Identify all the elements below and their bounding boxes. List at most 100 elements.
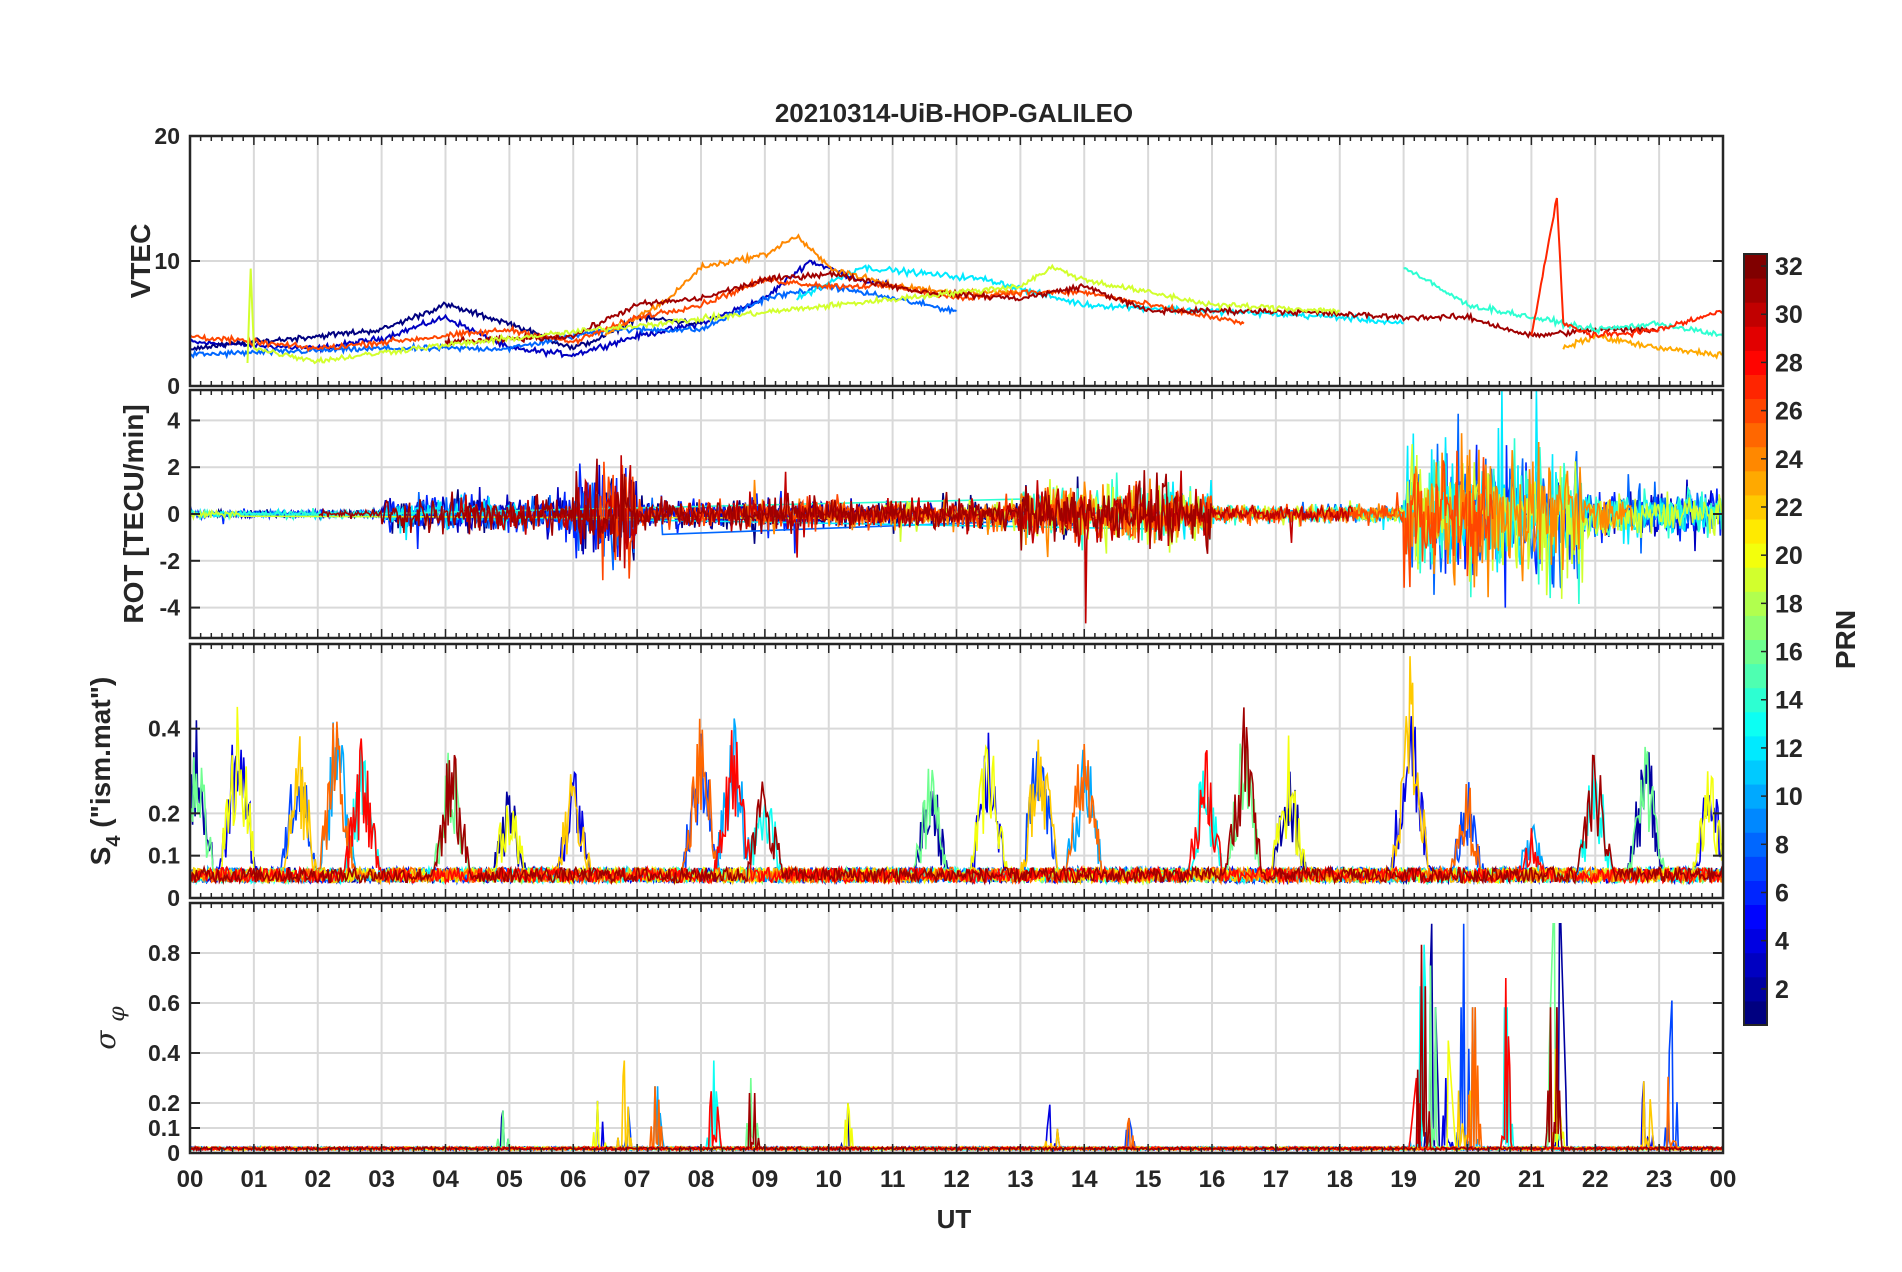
y-tick-label: 0.1	[148, 1115, 180, 1141]
colorbar-segment	[1744, 591, 1767, 616]
y-axis-label: ROT [TECU/min]	[118, 404, 149, 623]
chart-title: 20210314-UiB-HOP-GALILEO	[775, 98, 1133, 128]
x-tick-label: 17	[1263, 1166, 1290, 1193]
colorbar-segment	[1744, 398, 1767, 424]
colorbar-tick-label: 24	[1775, 446, 1803, 474]
colorbar-segment	[1744, 519, 1767, 544]
x-tick-label: 13	[1007, 1166, 1034, 1193]
colorbar-segment	[1744, 976, 1767, 1002]
colorbar-segment	[1744, 350, 1767, 375]
y-tick-label: 0	[167, 373, 180, 399]
colorbar-segment	[1744, 254, 1767, 279]
x-tick-label: 09	[752, 1166, 779, 1193]
y-tick-label: 0.2	[148, 1090, 180, 1116]
colorbar-segment	[1744, 278, 1767, 303]
colorbar-tick-label: 6	[1775, 879, 1789, 907]
x-tick-label: 23	[1646, 1166, 1673, 1193]
y-axis-label: VTEC	[125, 224, 156, 299]
colorbar-tick-label: 12	[1775, 735, 1803, 763]
colorbar-frame	[1743, 253, 1768, 1026]
colorbar-tick-label: 2	[1775, 976, 1789, 1004]
y-tick-label: 10	[154, 248, 180, 274]
y-tick-label: 0.4	[148, 1040, 180, 1066]
colorbar-tick-label: 4	[1775, 928, 1789, 956]
vtec-series-prn-26	[190, 276, 1245, 353]
colorbar-tick-label: 28	[1775, 349, 1803, 377]
colorbar-segment	[1744, 928, 1767, 954]
colorbar-segment	[1744, 639, 1767, 665]
x-tick-label: 12	[943, 1166, 970, 1193]
x-tick-label: 06	[560, 1166, 587, 1193]
colorbar-segment	[1744, 446, 1767, 472]
y-tick-label: 0	[167, 885, 180, 911]
colorbar-segment	[1744, 735, 1767, 761]
colorbar-segment	[1744, 470, 1767, 496]
colorbar-segment	[1744, 302, 1767, 327]
x-tick-label: 19	[1390, 1166, 1417, 1193]
y-tick-label: 2	[167, 454, 180, 480]
colorbar-segment	[1744, 904, 1767, 930]
colorbar-segment	[1744, 880, 1767, 906]
colorbar-tick-label: 30	[1775, 301, 1803, 329]
vtec-series-prn-31	[444, 269, 1660, 348]
y-tick-label: 4	[167, 407, 180, 433]
vtec-series-prn-12	[796, 264, 1404, 326]
colorbar-segment	[1744, 952, 1767, 978]
s4-series-prn-31	[190, 707, 1723, 886]
colorbar-segment	[1744, 422, 1767, 448]
x-tick-label: 07	[624, 1166, 651, 1193]
x-tick-label: 05	[496, 1166, 523, 1193]
colorbar-tick-label: 26	[1775, 398, 1803, 426]
colorbar-segment	[1744, 494, 1767, 520]
x-tick-label: 00	[177, 1166, 204, 1193]
y-tick-label: 0.8	[148, 940, 180, 966]
vtec-series-prn-27	[1530, 197, 1723, 339]
y-tick-label: 0.2	[148, 800, 180, 826]
vtec-series-prn-23	[1562, 333, 1723, 360]
x-tick-label: 20	[1454, 1166, 1481, 1193]
colorbar-segment	[1744, 832, 1767, 857]
colorbar-tick-label: 32	[1775, 253, 1803, 281]
colorbar-segment	[1744, 567, 1767, 592]
colorbar-tick-label: 8	[1775, 831, 1789, 859]
y-axis-label: σ φ	[89, 1006, 130, 1050]
y-tick-label: 0	[167, 501, 180, 527]
y-tick-label: 0.4	[148, 716, 180, 742]
x-tick-label: 04	[432, 1166, 459, 1193]
colorbar-label: PRN	[1830, 610, 1861, 669]
colorbar-tick-label: 16	[1775, 639, 1803, 667]
colorbar-tick-label: 14	[1775, 687, 1803, 715]
rot-series-prn-30	[458, 455, 1354, 624]
y-tick-label: -2	[160, 548, 180, 574]
colorbar-segment	[1744, 856, 1767, 881]
vtec-series-prn-19	[246, 263, 1341, 365]
colorbar-tick-label: 20	[1775, 542, 1803, 570]
rot-series-prn-31	[318, 458, 1212, 558]
panel-s4-series	[190, 656, 1723, 886]
x-tick-label: 15	[1135, 1166, 1162, 1193]
x-tick-label: 00	[1710, 1166, 1737, 1193]
colorbar-segment	[1744, 374, 1767, 400]
x-tick-label: 08	[688, 1166, 715, 1193]
colorbar-segment	[1744, 711, 1767, 737]
colorbar-segment	[1744, 326, 1767, 351]
colorbar-tick-label: 10	[1775, 783, 1803, 811]
x-tick-label: 01	[241, 1166, 268, 1193]
x-tick-label: 16	[1199, 1166, 1226, 1193]
x-axis-label: UT	[937, 1204, 972, 1234]
colorbar-segment	[1744, 1000, 1767, 1026]
colorbar-segment	[1744, 615, 1767, 640]
panel-vtec-series	[190, 197, 1723, 365]
colorbar-segment	[1744, 687, 1767, 713]
y-tick-label: 0	[167, 1140, 180, 1166]
colorbar-segment	[1744, 784, 1767, 809]
y-tick-label: 0.1	[148, 843, 180, 869]
panel-rot-series	[190, 390, 1723, 624]
x-tick-label: 21	[1518, 1166, 1545, 1193]
y-tick-label: 0.6	[148, 990, 180, 1016]
y-tick-label: 20	[154, 123, 180, 149]
x-tick-label: 14	[1071, 1166, 1098, 1193]
